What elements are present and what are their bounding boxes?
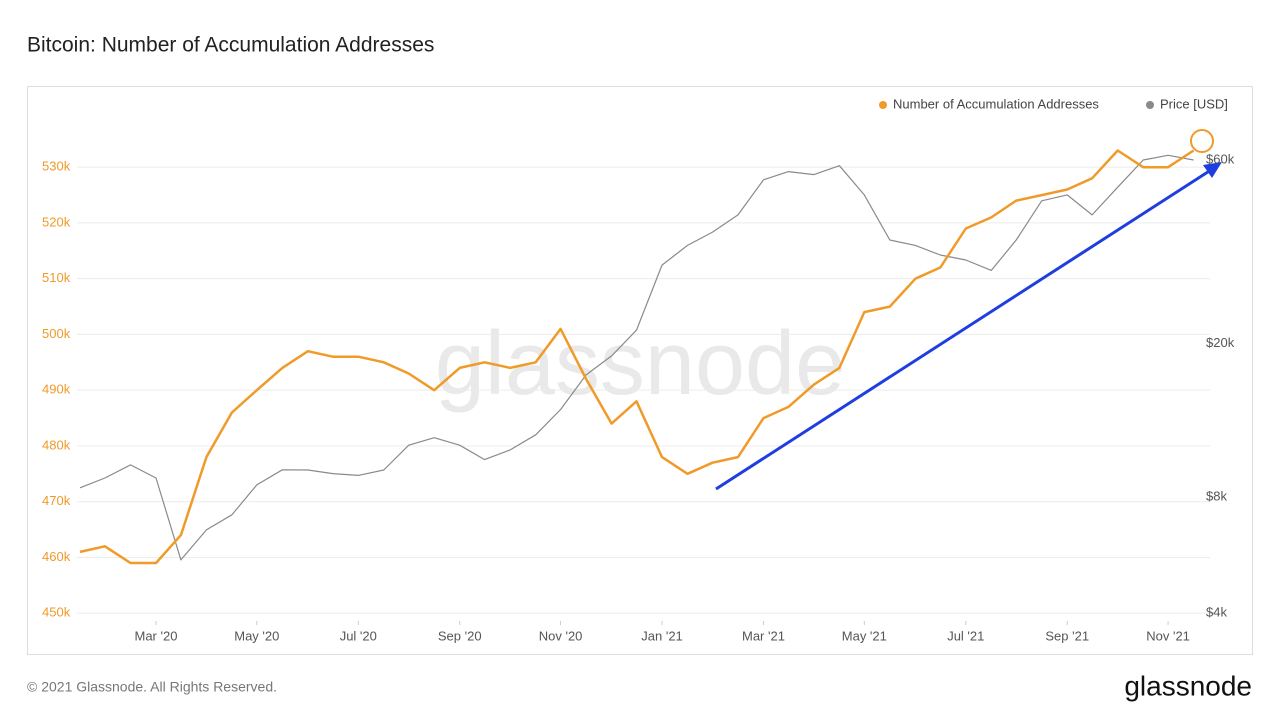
series-line [79, 149, 1195, 565]
x-tick-label: May '21 [842, 628, 887, 643]
y-tick-label: 490k [42, 382, 71, 397]
x-tick-label: Nov '20 [539, 628, 583, 643]
y-tick-label: 450k [42, 605, 71, 620]
chart-title: Bitcoin: Number of Accumulation Addresse… [27, 34, 434, 57]
x-tick-label: Jul '21 [947, 628, 984, 643]
chart-frame [27, 86, 1253, 655]
x-tick-label: Mar '21 [742, 628, 785, 643]
series-line [79, 154, 1194, 561]
y-tick-label: 510k [42, 270, 71, 285]
highlight-circle [1190, 129, 1214, 153]
trend-arrow [715, 166, 1215, 491]
legend-label: Number of Accumulation Addresses [893, 96, 1099, 111]
y-tick-label: 470k [42, 493, 71, 508]
x-tick-label: Sep '20 [438, 628, 482, 643]
y-tick-label: 480k [42, 437, 71, 452]
x-tick-label: Nov '21 [1146, 628, 1190, 643]
y2-tick-label: $4k [1206, 604, 1227, 619]
y-tick-label: 500k [42, 326, 71, 341]
x-tick-label: Jul '20 [340, 628, 377, 643]
legend-marker [879, 101, 887, 109]
arrow-head [1203, 162, 1222, 178]
y2-tick-label: $20k [1206, 335, 1235, 350]
x-tick-label: Sep '21 [1045, 628, 1089, 643]
x-tick-label: Mar '20 [134, 628, 177, 643]
watermark: glassnode [435, 314, 845, 414]
brand-logo: glassnode [1124, 670, 1252, 701]
x-tick-label: Jan '21 [641, 628, 683, 643]
y2-tick-label: $60k [1206, 151, 1235, 166]
y2-tick-label: $8k [1206, 488, 1227, 503]
legend-label: Price [USD] [1160, 96, 1228, 111]
y-tick-label: 530k [42, 159, 71, 174]
y-tick-label: 520k [42, 214, 71, 229]
legend-marker [1146, 101, 1154, 109]
x-tick-label: May '20 [234, 628, 279, 643]
y-tick-label: 460k [42, 549, 71, 564]
copyright: © 2021 Glassnode. All Rights Reserved. [27, 679, 277, 695]
